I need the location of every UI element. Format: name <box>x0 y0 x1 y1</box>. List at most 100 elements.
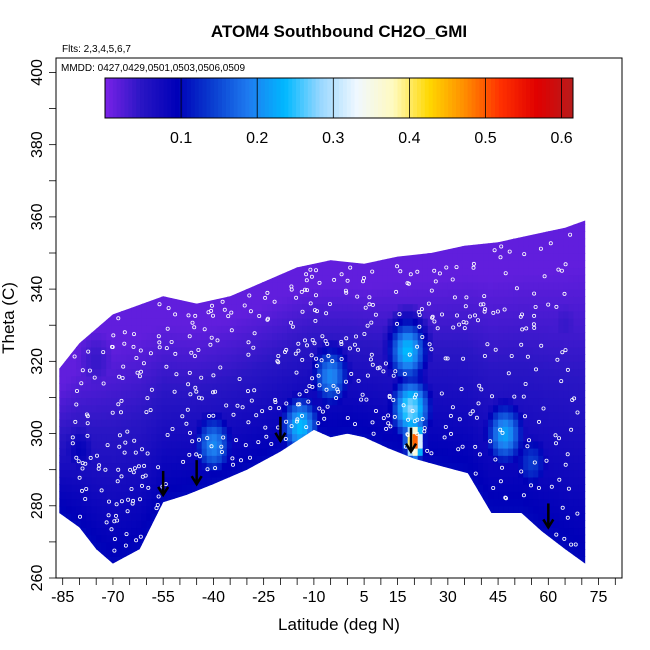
heatmap-cell <box>141 498 148 507</box>
heatmap-cell <box>553 520 559 529</box>
heatmap-cell <box>156 433 163 442</box>
heatmap-cell <box>146 303 153 312</box>
heatmap-cell <box>377 448 384 456</box>
heatmap-cell <box>543 245 549 254</box>
heatmap-cell <box>66 260 72 269</box>
heatmap-cell <box>533 397 539 406</box>
heatmap-cell <box>342 332 348 341</box>
heatmap-cell <box>432 397 439 406</box>
heatmap-cell <box>417 448 424 456</box>
heatmap-cell <box>327 339 333 348</box>
heatmap-cell <box>352 563 359 564</box>
heatmap-cell <box>472 455 479 464</box>
heatmap-cell <box>382 505 389 514</box>
heatmap-cell <box>91 354 97 362</box>
heatmap-cell <box>136 448 142 456</box>
heatmap-cell <box>211 224 218 232</box>
heatmap-cell <box>136 498 142 507</box>
heatmap-cell <box>317 361 323 370</box>
heatmap-cell <box>111 541 117 550</box>
heatmap-cell <box>508 210 514 218</box>
heatmap-cell <box>256 484 263 492</box>
heatmap-cell <box>297 498 303 507</box>
heatmap-cell <box>287 296 293 305</box>
heatmap-cell <box>221 419 228 427</box>
heatmap-cell <box>156 411 163 420</box>
heatmap-cell <box>488 411 494 420</box>
heatmap-cell <box>513 390 519 399</box>
heatmap-cell <box>483 318 489 326</box>
heatmap-cell <box>427 484 434 492</box>
heatmap-cell <box>266 491 273 500</box>
heatmap-cell <box>106 339 112 348</box>
heatmap-cell <box>477 469 484 478</box>
heatmap-cell <box>206 253 213 261</box>
heatmap-cell <box>181 404 188 413</box>
heatmap-cell <box>317 220 323 225</box>
heatmap-cell <box>131 534 137 543</box>
heatmap-cell <box>417 462 424 471</box>
heatmap-cell <box>397 238 404 247</box>
heatmap-cell <box>402 513 409 521</box>
heatmap-cell <box>266 245 273 254</box>
heatmap-cell <box>447 289 454 297</box>
heatmap-cell <box>447 419 454 427</box>
heatmap-cell <box>277 267 283 276</box>
heatmap-cell <box>246 448 253 456</box>
heatmap-cell <box>402 484 409 492</box>
heatmap-cell <box>377 433 384 442</box>
heatmap-cell <box>136 220 142 225</box>
heatmap-cell <box>272 491 278 500</box>
heatmap-cell <box>367 455 374 464</box>
heatmap-cell <box>71 462 77 471</box>
heatmap-cell <box>362 440 369 449</box>
heatmap-cell <box>317 563 323 564</box>
heatmap-cell <box>442 318 449 326</box>
heatmap-cell <box>146 375 153 384</box>
heatmap-cell <box>483 325 489 334</box>
heatmap-cell <box>312 318 318 326</box>
heatmap-cell <box>181 476 188 485</box>
heatmap-cell <box>116 339 122 348</box>
heatmap-cell <box>76 296 82 305</box>
heatmap-cell <box>106 491 112 500</box>
heatmap-cell <box>312 245 318 254</box>
heatmap-cell <box>407 238 414 247</box>
heatmap-cell <box>76 245 82 254</box>
heatmap-cell <box>96 274 102 283</box>
heatmap-cell <box>277 281 283 290</box>
heatmap-cell <box>256 375 263 384</box>
heatmap-cell <box>337 527 343 536</box>
heatmap-cell <box>493 296 499 305</box>
heatmap-cell <box>337 231 343 240</box>
heatmap-cell <box>86 274 92 283</box>
heatmap-cell <box>131 210 137 218</box>
heatmap-cell <box>91 310 97 319</box>
heatmap-cell <box>508 563 514 564</box>
heatmap-cell <box>412 310 419 319</box>
heatmap-cell <box>327 245 333 254</box>
heatmap-cell <box>302 491 308 500</box>
heatmap-cell <box>307 368 313 377</box>
heatmap-cell <box>96 411 102 420</box>
heatmap-cell <box>272 310 278 319</box>
heatmap-cell <box>432 484 439 492</box>
heatmap-cell <box>231 426 238 435</box>
heatmap-cell <box>407 231 414 240</box>
heatmap-cell <box>256 245 263 254</box>
heatmap-cell <box>59 339 62 348</box>
heatmap-cell <box>71 368 77 377</box>
heatmap-cell <box>156 325 163 334</box>
heatmap-cell <box>106 469 112 478</box>
heatmap-cell <box>417 469 424 478</box>
heatmap-cell <box>312 339 318 348</box>
heatmap-cell <box>452 440 459 449</box>
heatmap-cell <box>106 289 112 297</box>
heatmap-cell <box>317 404 323 413</box>
heatmap-cell <box>262 210 268 218</box>
heatmap-cell <box>206 375 213 384</box>
heatmap-cell <box>282 397 288 406</box>
heatmap-cell <box>382 310 389 319</box>
heatmap-cell <box>342 419 348 427</box>
heatmap-cell <box>246 397 253 406</box>
